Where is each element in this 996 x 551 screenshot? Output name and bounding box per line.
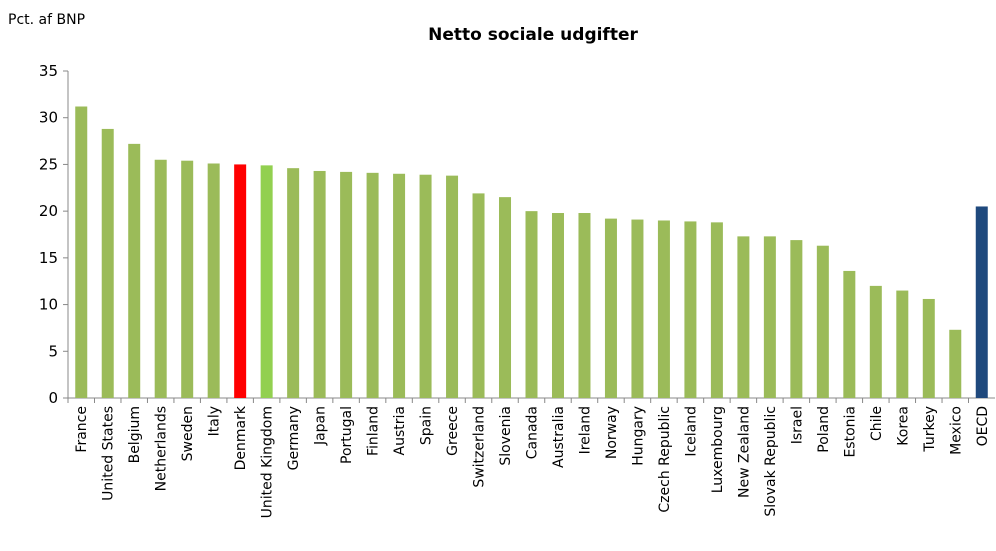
bar — [790, 240, 803, 398]
bar — [975, 206, 988, 398]
x-tick-label: United States — [101, 406, 117, 501]
bar — [499, 197, 512, 398]
bar — [366, 172, 379, 398]
x-tick-label: Ireland — [577, 406, 593, 454]
bar — [843, 270, 856, 398]
bar — [154, 159, 167, 398]
bar — [604, 218, 617, 398]
y-axis-label: Pct. af BNP — [8, 12, 85, 28]
x-tick-label: Netherlands — [154, 406, 170, 491]
x-tick-label: Spain — [419, 406, 435, 445]
x-tick-label: Switzerland — [472, 406, 488, 488]
chart-title: Netto sociale udgifter — [428, 25, 638, 45]
bar — [869, 285, 882, 398]
bar — [472, 193, 485, 398]
x-tick-label: New Zealand — [736, 406, 752, 498]
y-tick-label: 20 — [39, 202, 58, 220]
bar — [287, 168, 300, 398]
bar — [75, 106, 88, 398]
x-tick-label: Belgium — [127, 406, 143, 463]
bar — [525, 211, 538, 398]
bar — [710, 222, 723, 398]
bar — [657, 220, 670, 398]
x-tick-label: Portugal — [339, 406, 355, 464]
bar — [578, 213, 591, 398]
x-tick-label: Slovak Republic — [763, 406, 779, 517]
x-tick-label: Norway — [604, 406, 620, 459]
bar — [128, 143, 141, 398]
x-tick-label: Canada — [525, 406, 541, 459]
x-tick-label: Korea — [895, 406, 911, 446]
x-tick-label: Italy — [207, 406, 223, 436]
y-tick-label: 5 — [48, 342, 58, 360]
bar — [684, 221, 697, 398]
bar — [816, 245, 829, 398]
x-tick-label: Austria — [392, 406, 408, 455]
bar — [234, 164, 247, 398]
x-tick-label: Germany — [286, 406, 302, 470]
bar — [207, 163, 220, 398]
bar — [922, 298, 935, 398]
bar — [313, 170, 326, 398]
x-tick-label: Czech Republic — [657, 406, 673, 513]
bar — [763, 236, 776, 398]
x-tick-label: Mexico — [948, 406, 964, 455]
bar — [181, 160, 194, 398]
x-tick-label: Poland — [816, 406, 832, 453]
x-tick-label: Finland — [366, 406, 382, 456]
bar — [631, 219, 644, 398]
x-tick-label: Chile — [869, 406, 885, 441]
bar — [340, 171, 353, 398]
x-tick-label: Australia — [551, 406, 567, 468]
bar — [551, 213, 564, 398]
x-tick-label: Estonia — [842, 406, 858, 458]
bar — [949, 329, 962, 398]
x-tick-label: Japan — [313, 406, 329, 446]
y-tick-label: 35 — [39, 62, 58, 80]
bar — [419, 174, 432, 398]
bar — [101, 128, 114, 398]
bar — [260, 165, 273, 398]
y-tick-label: 10 — [39, 296, 58, 314]
x-tick-label: Sweden — [180, 406, 196, 461]
x-tick-label: Israel — [789, 406, 805, 444]
bar — [393, 173, 406, 398]
x-tick-label: Hungary — [630, 406, 646, 466]
y-tick-label: 0 — [48, 389, 58, 407]
y-tick-label: 25 — [39, 155, 58, 173]
x-tick-label: Iceland — [683, 406, 699, 457]
x-tick-label: Greece — [445, 406, 461, 456]
bar — [446, 175, 459, 398]
x-tick-label: OECD — [975, 406, 991, 446]
bar — [737, 236, 750, 398]
x-tick-label: Turkey — [922, 406, 938, 453]
x-tick-label: Denmark — [233, 405, 249, 470]
bar — [896, 290, 909, 398]
x-tick-label: United Kingdom — [260, 406, 276, 518]
x-tick-label: Luxembourg — [710, 406, 726, 493]
y-tick-label: 15 — [39, 249, 58, 267]
x-tick-label: Slovenia — [498, 406, 514, 466]
x-tick-label: France — [74, 406, 90, 453]
y-tick-label: 30 — [39, 109, 58, 127]
